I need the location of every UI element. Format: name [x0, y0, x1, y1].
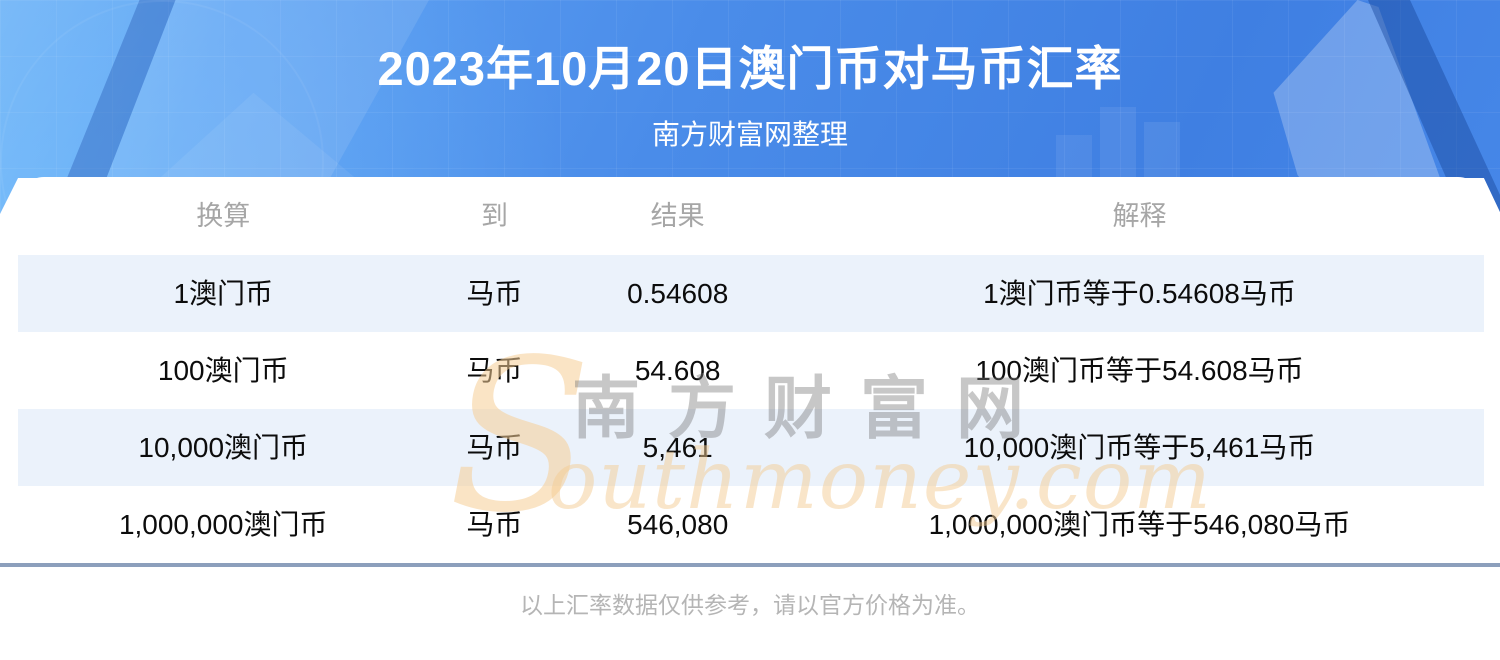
page-title: 2023年10月20日澳门币对马币汇率 — [377, 42, 1123, 95]
cell-result: 546,080 — [627, 509, 729, 540]
column-header-result: 结果 — [650, 201, 705, 231]
cell-explain: 1,000,000澳门币等于546,080马币 — [928, 509, 1351, 540]
cell-convert: 1澳门币 — [173, 278, 274, 309]
table-row: 100澳门币 马币 54.608 100澳门币等于54.608马币 — [18, 332, 1484, 409]
column-header-to: 到 — [480, 201, 508, 231]
bar-chart-decoration — [1144, 122, 1180, 177]
cell-convert: 100澳门币 — [157, 355, 289, 386]
cell-explain: 100澳门币等于54.608马币 — [975, 355, 1304, 386]
rate-table-card: 换算 到 结果 解释 1澳门币 马币 0.54608 1澳门币等于0.54608… — [18, 177, 1484, 563]
table-header-row: 换算 到 结果 解释 — [18, 177, 1484, 255]
column-header-explain: 解释 — [1112, 201, 1167, 231]
bottom-divider — [0, 563, 1500, 567]
cell-to: 马币 — [466, 355, 523, 386]
cell-explain: 1澳门币等于0.54608马币 — [983, 278, 1296, 309]
disclaimer-text: 以上汇率数据仅供参考，请以官方价格为准。 — [520, 592, 980, 618]
cell-convert: 10,000澳门币 — [138, 432, 309, 463]
cell-to: 马币 — [466, 278, 523, 309]
table-row: 1,000,000澳门币 马币 546,080 1,000,000澳门币等于54… — [18, 486, 1484, 563]
cell-result: 0.54608 — [627, 278, 729, 309]
bar-chart-decoration — [1100, 107, 1136, 177]
page-subtitle: 南方财富网整理 — [651, 119, 848, 150]
cell-result: 5,461 — [642, 432, 713, 463]
cell-convert: 1,000,000澳门币 — [118, 509, 328, 540]
table-row: 1澳门币 马币 0.54608 1澳门币等于0.54608马币 — [18, 255, 1484, 332]
cell-to: 马币 — [466, 509, 523, 540]
cell-to: 马币 — [466, 432, 523, 463]
column-header-convert: 换算 — [196, 201, 251, 231]
table-row: 10,000澳门币 马币 5,461 10,000澳门币等于5,461马币 — [18, 409, 1484, 486]
cell-explain: 10,000澳门币等于5,461马币 — [963, 432, 1316, 463]
bar-chart-decoration — [1056, 135, 1092, 177]
cell-result: 54.608 — [634, 355, 721, 386]
